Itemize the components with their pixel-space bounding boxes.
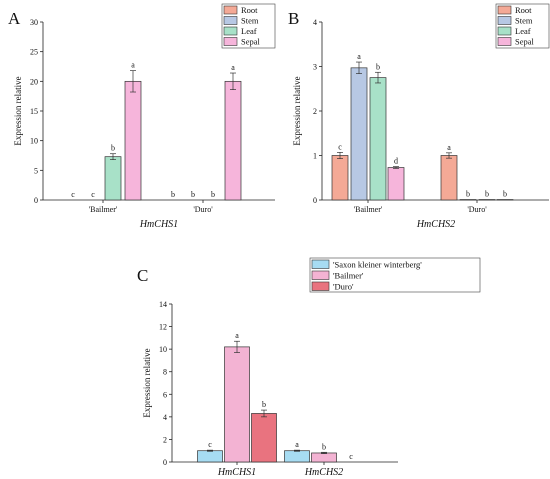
y-tick-label: 12: [159, 323, 167, 332]
legend-label: Stem: [241, 16, 259, 26]
panel-a: A 0 5 10 15 20 25 30 Expression relative 'Bailmer…: [8, 3, 276, 230]
x-tick-label: HmCHS1: [217, 467, 256, 478]
significance-letter: b: [503, 190, 507, 199]
y-tick-label: 30: [30, 18, 38, 27]
y-tick-label: 0: [163, 458, 167, 467]
legend-label: 'Bailmer': [333, 271, 364, 281]
x-tick-label: 'Duro': [193, 205, 213, 214]
bar: [440, 155, 458, 201]
legend-label: Leaf: [241, 26, 257, 36]
bar: [387, 167, 405, 201]
bar: [224, 346, 250, 463]
legend-swatch: [223, 5, 238, 15]
panel-letter: C: [137, 266, 148, 285]
significance-letter: a: [447, 143, 451, 152]
legend-swatch: [223, 16, 238, 25]
x-axis-title: HmCHS1: [139, 219, 178, 230]
significance-letter: a: [131, 61, 135, 70]
y-tick-label: 10: [159, 345, 167, 354]
legend-swatch: [311, 259, 330, 269]
bar: [311, 452, 337, 463]
significance-letter: a: [231, 63, 235, 72]
x-tick-label: HmCHS2: [304, 467, 343, 478]
legend-swatch: [497, 5, 512, 15]
significance-letter: b: [322, 442, 326, 451]
y-tick-label: 4: [163, 413, 167, 422]
bar: [124, 80, 142, 201]
y-axis-title: Expression relative: [13, 76, 23, 145]
legend-label: 'Duro': [333, 282, 354, 292]
x-tick-label: 'Bailmer': [89, 205, 118, 214]
significance-letter: b: [171, 190, 175, 199]
y-tick-label: 8: [163, 368, 167, 377]
significance-letter: d: [394, 157, 398, 166]
panel-letter: A: [8, 9, 21, 28]
bar: [350, 67, 368, 201]
y-tick-label: 5: [34, 166, 38, 175]
y-tick-label: 14: [159, 300, 167, 309]
bar: [369, 77, 387, 201]
y-axis-title: Expression relative: [142, 348, 152, 417]
significance-letter: b: [485, 190, 489, 199]
x-tick-label: 'Duro': [467, 205, 487, 214]
legend-label: Stem: [515, 16, 533, 26]
significance-letter: b: [466, 190, 470, 199]
legend-box: [309, 257, 481, 293]
y-tick-label: 0: [313, 196, 317, 205]
x-axis-title: HmCHS2: [416, 219, 455, 230]
panel-letter: B: [288, 9, 299, 28]
legend-swatch: [497, 16, 512, 25]
y-tick-label: 4: [313, 18, 317, 27]
y-axis-title: Expression relative: [292, 76, 302, 145]
bar: [331, 155, 349, 201]
significance-letter: c: [91, 190, 95, 199]
legend-swatch: [223, 37, 238, 46]
significance-letter: c: [349, 452, 353, 461]
y-tick-label: 0: [34, 196, 38, 205]
bar: [104, 156, 122, 201]
significance-letter: a: [235, 331, 239, 340]
y-tick-label: 2: [163, 435, 167, 444]
significance-letter: b: [262, 400, 266, 409]
y-tick-label: 20: [30, 77, 38, 86]
bar: [197, 450, 223, 463]
legend-swatch: [497, 37, 512, 46]
significance-letter: c: [208, 440, 212, 449]
legend-label: Root: [515, 5, 532, 15]
panel-c: C 0 2 4 6 8 10 12 14 Expression relative HmCHS1 HmC…: [137, 257, 481, 478]
bar: [284, 450, 310, 463]
significance-letter: c: [71, 190, 75, 199]
y-tick-label: 15: [30, 107, 38, 116]
legend-swatch: [311, 270, 330, 280]
y-tick-label: 3: [313, 63, 317, 72]
x-tick-label: 'Bailmer': [354, 205, 383, 214]
y-tick-label: 25: [30, 48, 38, 57]
legend-label: Leaf: [515, 26, 531, 36]
legend-label: Sepal: [515, 37, 535, 47]
significance-letter: b: [211, 190, 215, 199]
legend-swatch: [497, 26, 512, 36]
y-tick-label: 1: [313, 152, 317, 161]
significance-letter: b: [111, 144, 115, 153]
significance-letter: a: [357, 52, 361, 61]
bar: [224, 80, 242, 201]
bar: [251, 413, 277, 463]
legend-label: 'Saxon kleiner winterberg': [333, 260, 422, 270]
legend-swatch: [311, 281, 330, 291]
significance-letter: b: [191, 190, 195, 199]
y-tick-label: 10: [30, 137, 38, 146]
legend-label: Sepal: [241, 37, 261, 47]
significance-letter: b: [376, 62, 380, 71]
panel-b: B 0 1 2 3 4 Expression relative 'Bailmer' 'Duro'…: [288, 3, 550, 230]
y-tick-label: 6: [163, 390, 167, 399]
legend: 'Saxon kleiner winterberg''Bailmer''Duro…: [309, 257, 481, 293]
legend-label: Root: [241, 5, 258, 15]
significance-letter: c: [338, 142, 342, 151]
y-tick-label: 2: [313, 107, 317, 116]
significance-letter: a: [295, 440, 299, 449]
legend-swatch: [223, 26, 238, 36]
